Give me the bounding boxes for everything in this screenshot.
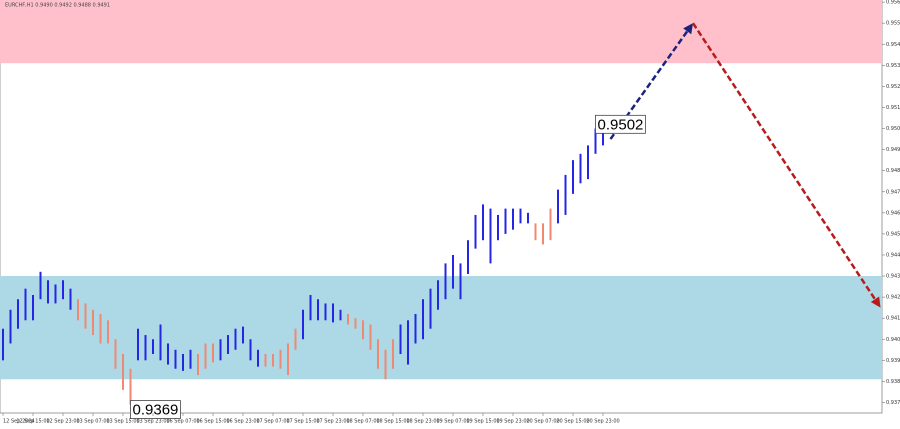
- y-tick-label: 0.9560: [886, 0, 900, 6]
- x-tick-label: 18 Sep 07:00: [346, 419, 379, 425]
- x-tick-label: 20 Sep 15:00: [556, 419, 589, 425]
- x-tick-label: 20 Sep 07:00: [526, 419, 559, 425]
- x-tick-label: 18 Sep 23:00: [406, 419, 439, 425]
- forecast-arrow: [691, 22, 877, 300]
- annotation-label: 0.9502: [598, 116, 644, 133]
- annotation-label: 0.9369: [133, 402, 179, 419]
- chart-title: EURCHF,H1 0.9490 0.9492 0.9488 0.9491: [5, 3, 110, 9]
- x-tick-label: 12 Sep 15:00: [16, 419, 49, 425]
- annotation-box: [595, 114, 646, 134]
- x-tick-label: 20 Sep 23:00: [586, 419, 619, 425]
- y-tick-label: 0.9490: [886, 147, 900, 153]
- arrow-head: [870, 296, 881, 308]
- x-tick-label: 19 Sep 23:00: [496, 419, 529, 425]
- x-tick-label: 13 Sep 23:00: [136, 419, 169, 425]
- x-tick-label: 19 Sep 15:00: [466, 419, 499, 425]
- x-tick-label: 19 Sep 07:00: [436, 419, 469, 425]
- x-tick-label: 16 Sep 15:00: [196, 419, 229, 425]
- annotation-box: [130, 400, 181, 419]
- x-tick-label: 12 Sep 23:00: [46, 419, 79, 425]
- x-tick-label: 16 Sep 07:00: [166, 419, 199, 425]
- x-tick-label: 17 Sep 07:00: [256, 419, 289, 425]
- x-tick-label: 17 Sep 15:00: [286, 419, 319, 425]
- zone: [0, 276, 882, 380]
- x-tick-label: 13 Sep 15:00: [106, 419, 139, 425]
- x-tick-label: 18 Sep 15:00: [376, 419, 409, 425]
- x-tick-label: 12 Sep 2024: [3, 419, 35, 425]
- zone: [0, 0, 882, 64]
- x-tick-label: 17 Sep 23:00: [316, 419, 349, 425]
- arrow-head: [683, 23, 693, 35]
- x-tick-label: 16 Sep 23:00: [226, 419, 259, 425]
- x-tick-label: 13 Sep 07:00: [76, 419, 109, 425]
